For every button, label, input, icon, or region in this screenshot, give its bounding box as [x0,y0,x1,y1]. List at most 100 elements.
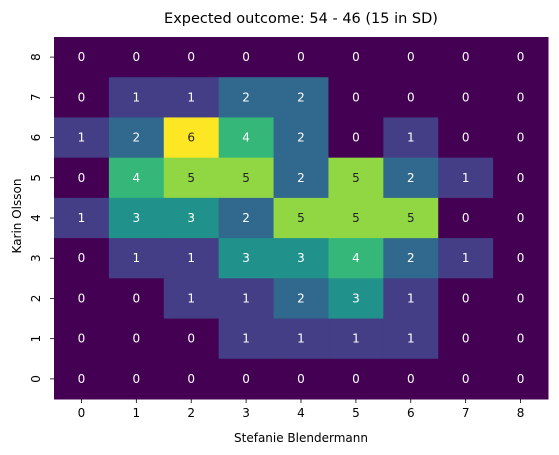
cell-value-label: 0 [187,372,195,386]
cell-value-label: 0 [297,372,305,386]
cell-value-label: 0 [462,372,470,386]
cell-value-label: 2 [407,251,415,265]
cell-value-label: 1 [78,131,86,145]
cell-value-label: 1 [187,90,195,104]
y-axis-label: Karin Olsson [10,179,24,254]
cell-value-label: 3 [133,211,141,225]
heatmap-cell [108,238,165,279]
heatmap-cell [493,278,549,320]
cell-value-label: 2 [297,90,305,104]
cell-value-label: 0 [78,90,86,104]
heatmap-cell [54,117,110,159]
cell-value-label: 2 [133,131,141,145]
heatmap-cell [493,197,549,239]
cell-value-label: 1 [133,90,141,104]
cell-value-label: 5 [297,211,305,225]
heatmap-cell [54,197,110,239]
heatmap-cell [218,37,275,78]
x-axis-label: Stefanie Blendermann [234,431,368,445]
y-tick-label: 4 [29,214,43,222]
cell-value-label: 0 [462,50,470,64]
cell-value-label: 2 [297,131,305,145]
cell-value-label: 5 [352,171,360,185]
heatmap-cell [163,37,220,78]
heatmap-cell [493,358,549,400]
heatmap-cell [328,358,384,400]
heatmap-cell [328,77,384,118]
cell-value-label: 0 [407,372,415,386]
heatmap-cell [328,117,384,159]
cell-value-label: 2 [242,211,250,225]
cell-value-label: 0 [78,251,86,265]
heatmap-cell [383,238,439,279]
heatmap-cell [108,318,165,360]
cell-value-label: 5 [407,211,415,225]
heatmap-cell [383,358,439,400]
heatmap-cell [163,318,220,360]
heatmap-cell [218,117,275,159]
cell-value-label: 0 [462,291,470,305]
y-tick-label: 6 [29,134,43,142]
heatmap-cell [54,238,110,279]
cell-value-label: 0 [407,50,415,64]
cell-value-label: 0 [462,131,470,145]
heatmap-cell [54,157,110,199]
heatmap-cell [438,318,494,360]
cell-value-label: 0 [517,251,525,265]
heatmap-cell [493,117,549,159]
heatmap-cell [438,238,494,279]
cell-value-label: 1 [242,291,250,305]
heatmap-cell [493,37,549,78]
heatmap-cell [273,278,329,320]
cell-value-label: 0 [517,171,525,185]
cell-value-label: 1 [297,332,305,346]
cell-value-label: 0 [517,372,525,386]
heatmap-cell [273,77,329,118]
heatmap-cell [438,157,494,199]
cell-value-label: 3 [352,291,360,305]
heatmap-cell [54,318,110,360]
heatmap-cell [163,117,220,159]
x-tick-label: 0 [78,406,86,420]
cell-value-label: 0 [517,211,525,225]
cell-value-label: 2 [407,171,415,185]
y-tick-label: 7 [29,94,43,102]
cell-value-label: 1 [462,171,470,185]
cell-value-label: 0 [242,372,250,386]
cell-value-label: 0 [462,332,470,346]
heatmap-cell [328,37,384,78]
cell-value-label: 0 [78,291,86,305]
heatmap-cell [328,197,384,239]
heatmap-cell [163,77,220,118]
heatmap-cell [108,37,165,78]
cell-value-label: 4 [242,131,250,145]
y-tick-label: 1 [29,335,43,343]
x-tick-label: 2 [187,406,195,420]
cell-value-label: 0 [78,50,86,64]
heatmap-cell [493,77,549,118]
heatmap-cell [383,117,439,159]
cell-value-label: 1 [78,211,86,225]
cell-value-label: 5 [187,171,195,185]
cell-value-label: 0 [133,332,141,346]
y-tick-label: 0 [29,375,43,383]
cell-value-label: 0 [187,332,195,346]
cell-value-label: 0 [517,332,525,346]
x-tick-label: 6 [407,406,415,420]
heatmap-cell [273,238,329,279]
cell-value-label: 0 [133,372,141,386]
cell-value-label: 0 [187,50,195,64]
heatmap-cell [383,77,439,118]
heatmap-cell [163,238,220,279]
cell-value-label: 2 [297,171,305,185]
heatmap-cell [108,358,165,400]
heatmap-cell [108,278,165,320]
heatmap-cell [328,238,384,279]
cell-value-label: 0 [297,50,305,64]
heatmap-cell [273,37,329,78]
heatmap-cell [108,77,165,118]
heatmap-cell [273,117,329,159]
cell-value-label: 0 [517,90,525,104]
heatmap-cell [108,197,165,239]
